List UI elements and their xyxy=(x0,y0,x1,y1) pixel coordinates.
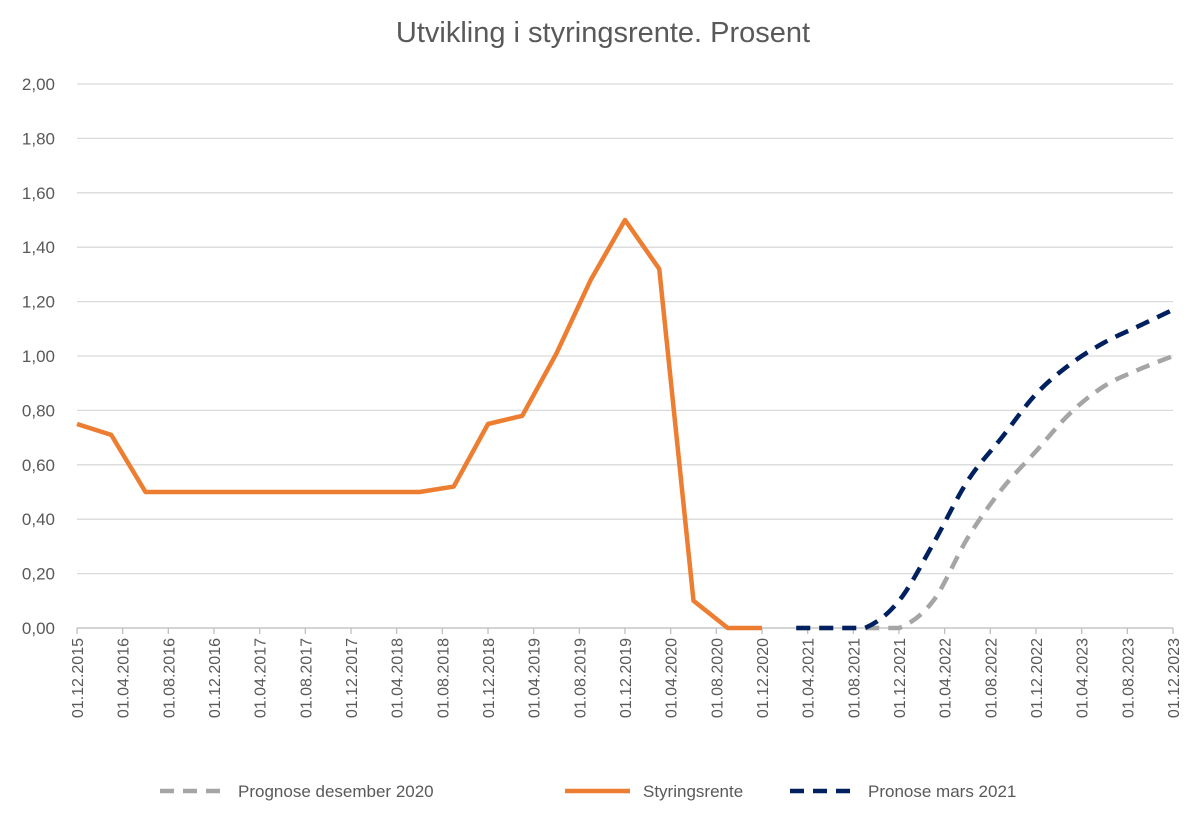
x-tick-label: 01.12.2020 xyxy=(755,638,772,718)
series-lines xyxy=(77,220,1173,628)
series-line-1 xyxy=(77,220,762,628)
y-tick-label: 0,20 xyxy=(22,565,55,584)
x-tick-label: 01.08.2020 xyxy=(709,638,726,718)
x-tick-label: 01.12.2022 xyxy=(1029,638,1046,718)
x-tick-label: 01.08.2019 xyxy=(572,638,589,718)
legend-label: Pronose mars 2021 xyxy=(868,782,1016,801)
y-tick-label: 1,20 xyxy=(22,293,55,312)
x-tick-label: 01.12.2021 xyxy=(892,638,909,718)
x-tick-label: 01.04.2018 xyxy=(390,638,407,718)
y-tick-label: 2,00 xyxy=(22,75,55,94)
y-tick-label: 1,80 xyxy=(22,129,55,148)
series-line-0 xyxy=(796,356,1173,628)
x-tick-label: 01.04.2019 xyxy=(527,638,544,718)
chart-title: Utvikling i styringsrente. Prosent xyxy=(396,17,810,49)
x-axis: 01.12.2015 01.04.2016 01.08.2016 01.12.2016… xyxy=(70,628,1183,718)
legend-label: Styringsrente xyxy=(643,782,743,801)
x-tick-label: 01.12.2018 xyxy=(481,638,498,718)
legend-item: Prognose desember 2020 xyxy=(160,782,434,801)
legend-label: Prognose desember 2020 xyxy=(238,782,434,801)
x-tick-label: 01.08.2021 xyxy=(846,638,863,718)
legend: Prognose desember 2020 Styringsrente Prono… xyxy=(160,782,1016,801)
x-tick-label: 01.04.2017 xyxy=(253,638,270,718)
y-tick-label: 0,60 xyxy=(22,456,55,475)
y-tick-label: 1,60 xyxy=(22,184,55,203)
x-tick-label: 01.08.2016 xyxy=(161,638,178,718)
x-tick-label: 01.04.2021 xyxy=(801,638,818,718)
y-tick-label: 0,40 xyxy=(22,510,55,529)
x-tick-label: 01.12.2015 xyxy=(70,638,87,718)
x-tick-label: 01.12.2017 xyxy=(344,638,361,718)
y-tick-label: 1,00 xyxy=(22,347,55,366)
legend-item: Styringsrente xyxy=(565,782,743,801)
x-tick-label: 01.08.2022 xyxy=(983,638,1000,718)
x-tick-label: 01.08.2023 xyxy=(1120,638,1137,718)
gridlines xyxy=(77,84,1173,628)
y-tick-label: 0,00 xyxy=(22,619,55,638)
x-tick-label: 01.04.2020 xyxy=(664,638,681,718)
x-tick-label: 01.04.2016 xyxy=(116,638,133,718)
x-tick-label: 01.04.2022 xyxy=(938,638,955,718)
series-line-2 xyxy=(796,310,1173,628)
x-tick-label: 01.08.2017 xyxy=(298,638,315,718)
legend-item: Pronose mars 2021 xyxy=(790,782,1016,801)
x-tick-label: 01.12.2016 xyxy=(207,638,224,718)
x-tick-label: 01.12.2023 xyxy=(1166,638,1183,718)
x-tick-label: 01.08.2018 xyxy=(435,638,452,718)
y-tick-label: 0,80 xyxy=(22,401,55,420)
x-tick-label: 01.12.2019 xyxy=(618,638,635,718)
y-tick-label: 1,40 xyxy=(22,238,55,257)
x-tick-label: 01.04.2023 xyxy=(1075,638,1092,718)
y-axis: 0,00 0,20 0,40 0,60 0,80 1,00 1,20 1,40 1,60 1,80… xyxy=(22,75,55,638)
